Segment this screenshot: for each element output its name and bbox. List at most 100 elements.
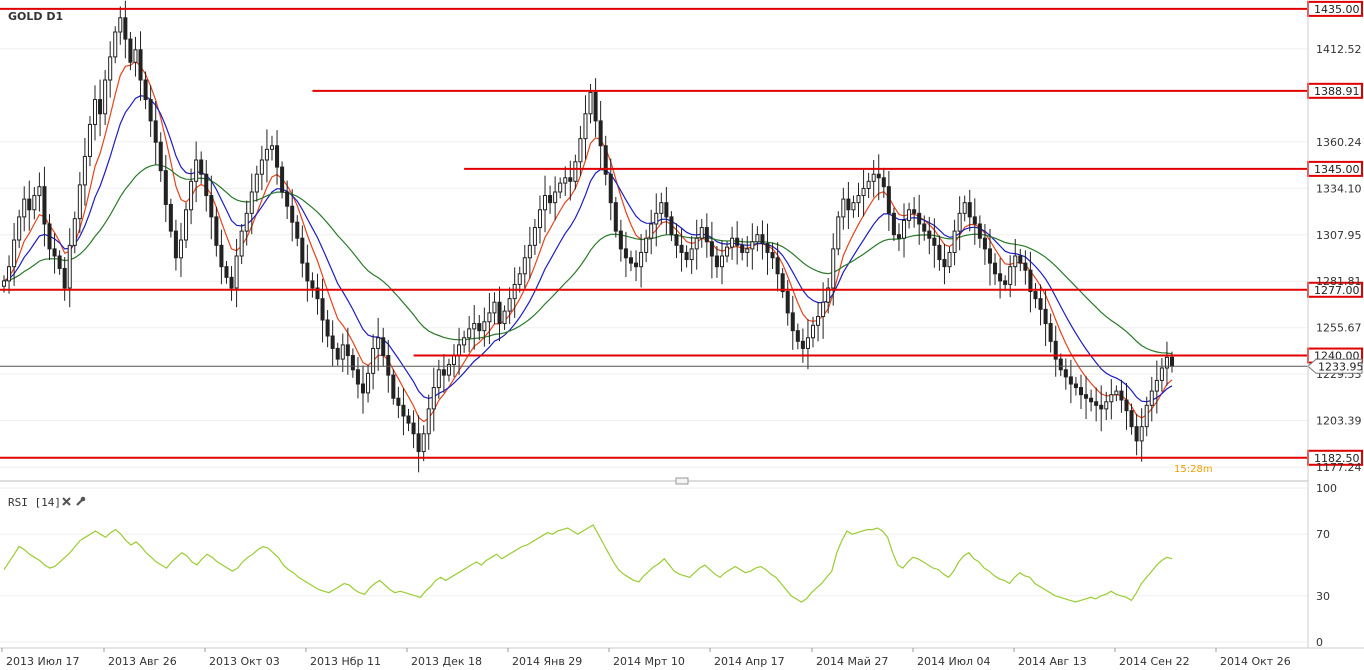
candle-body bbox=[669, 216, 674, 236]
candle-body bbox=[993, 262, 998, 275]
candle-body bbox=[1023, 262, 1028, 271]
candle-body bbox=[502, 310, 507, 325]
candle-body bbox=[1078, 387, 1084, 396]
candle-body bbox=[795, 330, 800, 342]
candle-body bbox=[1043, 308, 1048, 325]
candle-body bbox=[644, 237, 649, 253]
level-value: 1277.00 bbox=[1314, 284, 1360, 297]
candle-body bbox=[340, 344, 345, 360]
rsi-axis: 100 70 30 0 bbox=[1316, 482, 1337, 649]
wrench-icon[interactable] bbox=[76, 496, 86, 506]
candle-body bbox=[841, 198, 846, 218]
candle-body bbox=[896, 234, 901, 239]
candle-body bbox=[967, 202, 972, 218]
date-tick-label: 2014 Авг 13 bbox=[1018, 655, 1087, 668]
candle-body bbox=[987, 248, 992, 264]
close-icon[interactable] bbox=[62, 497, 71, 506]
price-tick-label: 1281.81 bbox=[1316, 275, 1362, 288]
candle-body bbox=[12, 239, 17, 268]
candle-body bbox=[674, 234, 679, 246]
candle-body bbox=[108, 56, 113, 81]
candle-body bbox=[623, 248, 628, 259]
candle-body bbox=[416, 433, 421, 453]
candle-body bbox=[295, 221, 300, 239]
price-tick-label: 1307.95 bbox=[1316, 229, 1362, 242]
candle-body bbox=[194, 159, 199, 182]
candle-body bbox=[725, 246, 730, 257]
candle-body bbox=[189, 180, 194, 211]
candle-body bbox=[436, 369, 441, 389]
candle-body bbox=[881, 177, 886, 188]
candle-body bbox=[249, 191, 254, 214]
candle-body bbox=[1058, 358, 1063, 371]
candle-body bbox=[871, 173, 876, 182]
candle-body bbox=[760, 234, 765, 245]
candle-body bbox=[634, 262, 639, 268]
candle-body bbox=[1159, 367, 1164, 381]
candle-body bbox=[998, 273, 1003, 282]
candle-body bbox=[204, 173, 209, 197]
candle-body bbox=[52, 248, 57, 257]
candle-body bbox=[1164, 356, 1169, 369]
candle-body bbox=[952, 230, 957, 253]
current-price-value: 1233.95 bbox=[1318, 360, 1364, 373]
candle-body bbox=[275, 145, 280, 168]
date-tick-label: 2014 Окт 26 bbox=[1220, 655, 1291, 668]
candle-body bbox=[861, 187, 866, 197]
candle-body bbox=[755, 234, 760, 243]
candle-body bbox=[158, 141, 163, 172]
candle-body bbox=[805, 337, 810, 349]
candle-body bbox=[831, 248, 836, 289]
ema-fast-line bbox=[3, 60, 1173, 423]
moving-averages bbox=[3, 60, 1173, 423]
candle-body bbox=[376, 337, 381, 349]
candle-body bbox=[1109, 394, 1114, 403]
candle-body bbox=[537, 209, 542, 229]
candle-body bbox=[836, 216, 841, 250]
candle-body bbox=[360, 383, 366, 394]
rsi-tick-label: 70 bbox=[1316, 528, 1330, 541]
candle-body bbox=[366, 372, 371, 394]
price-axis: 1412.52 1360.24 1334.10 1307.95 1281.81 1255.… bbox=[1316, 43, 1362, 474]
level-value: 1388.91 bbox=[1314, 85, 1360, 98]
candle-body bbox=[628, 257, 633, 264]
candle-body bbox=[27, 198, 32, 211]
candle-body bbox=[345, 344, 350, 357]
candle-body bbox=[148, 99, 153, 122]
candle-body bbox=[1099, 404, 1104, 410]
candle-body bbox=[487, 312, 492, 323]
candle-body bbox=[87, 123, 92, 157]
candle-body bbox=[618, 230, 623, 250]
candle-body bbox=[451, 355, 457, 365]
candle-body bbox=[401, 404, 406, 417]
candle-body bbox=[17, 216, 22, 241]
candle-body bbox=[355, 369, 360, 385]
candle-body bbox=[730, 237, 735, 248]
candle-body bbox=[608, 173, 613, 204]
date-tick-label: 2013 Июл 17 bbox=[6, 655, 80, 668]
candle-body bbox=[532, 227, 537, 246]
candle-body bbox=[770, 251, 775, 259]
candle-body bbox=[1013, 255, 1018, 268]
candle-body bbox=[254, 173, 259, 193]
candle-body bbox=[244, 212, 249, 232]
candle-body bbox=[937, 244, 942, 261]
pane-resize-handle[interactable] bbox=[675, 477, 689, 485]
date-tick-label: 2014 Июл 04 bbox=[917, 655, 991, 668]
candle-body bbox=[32, 195, 37, 211]
candle-body bbox=[735, 237, 740, 246]
candle-body bbox=[1149, 390, 1154, 406]
candle-body bbox=[153, 120, 158, 143]
candle-body bbox=[507, 298, 512, 312]
candle-body bbox=[133, 49, 138, 63]
candle-body bbox=[593, 91, 598, 122]
candle-body bbox=[578, 138, 583, 163]
candle-body bbox=[1018, 255, 1023, 264]
candle-body bbox=[143, 79, 148, 101]
candle-body bbox=[856, 195, 861, 204]
candle-body bbox=[977, 223, 982, 239]
candle-body bbox=[664, 202, 669, 218]
candle-body bbox=[603, 145, 608, 175]
price-tick-label: 1203.39 bbox=[1316, 415, 1362, 428]
candle-body bbox=[239, 230, 244, 257]
